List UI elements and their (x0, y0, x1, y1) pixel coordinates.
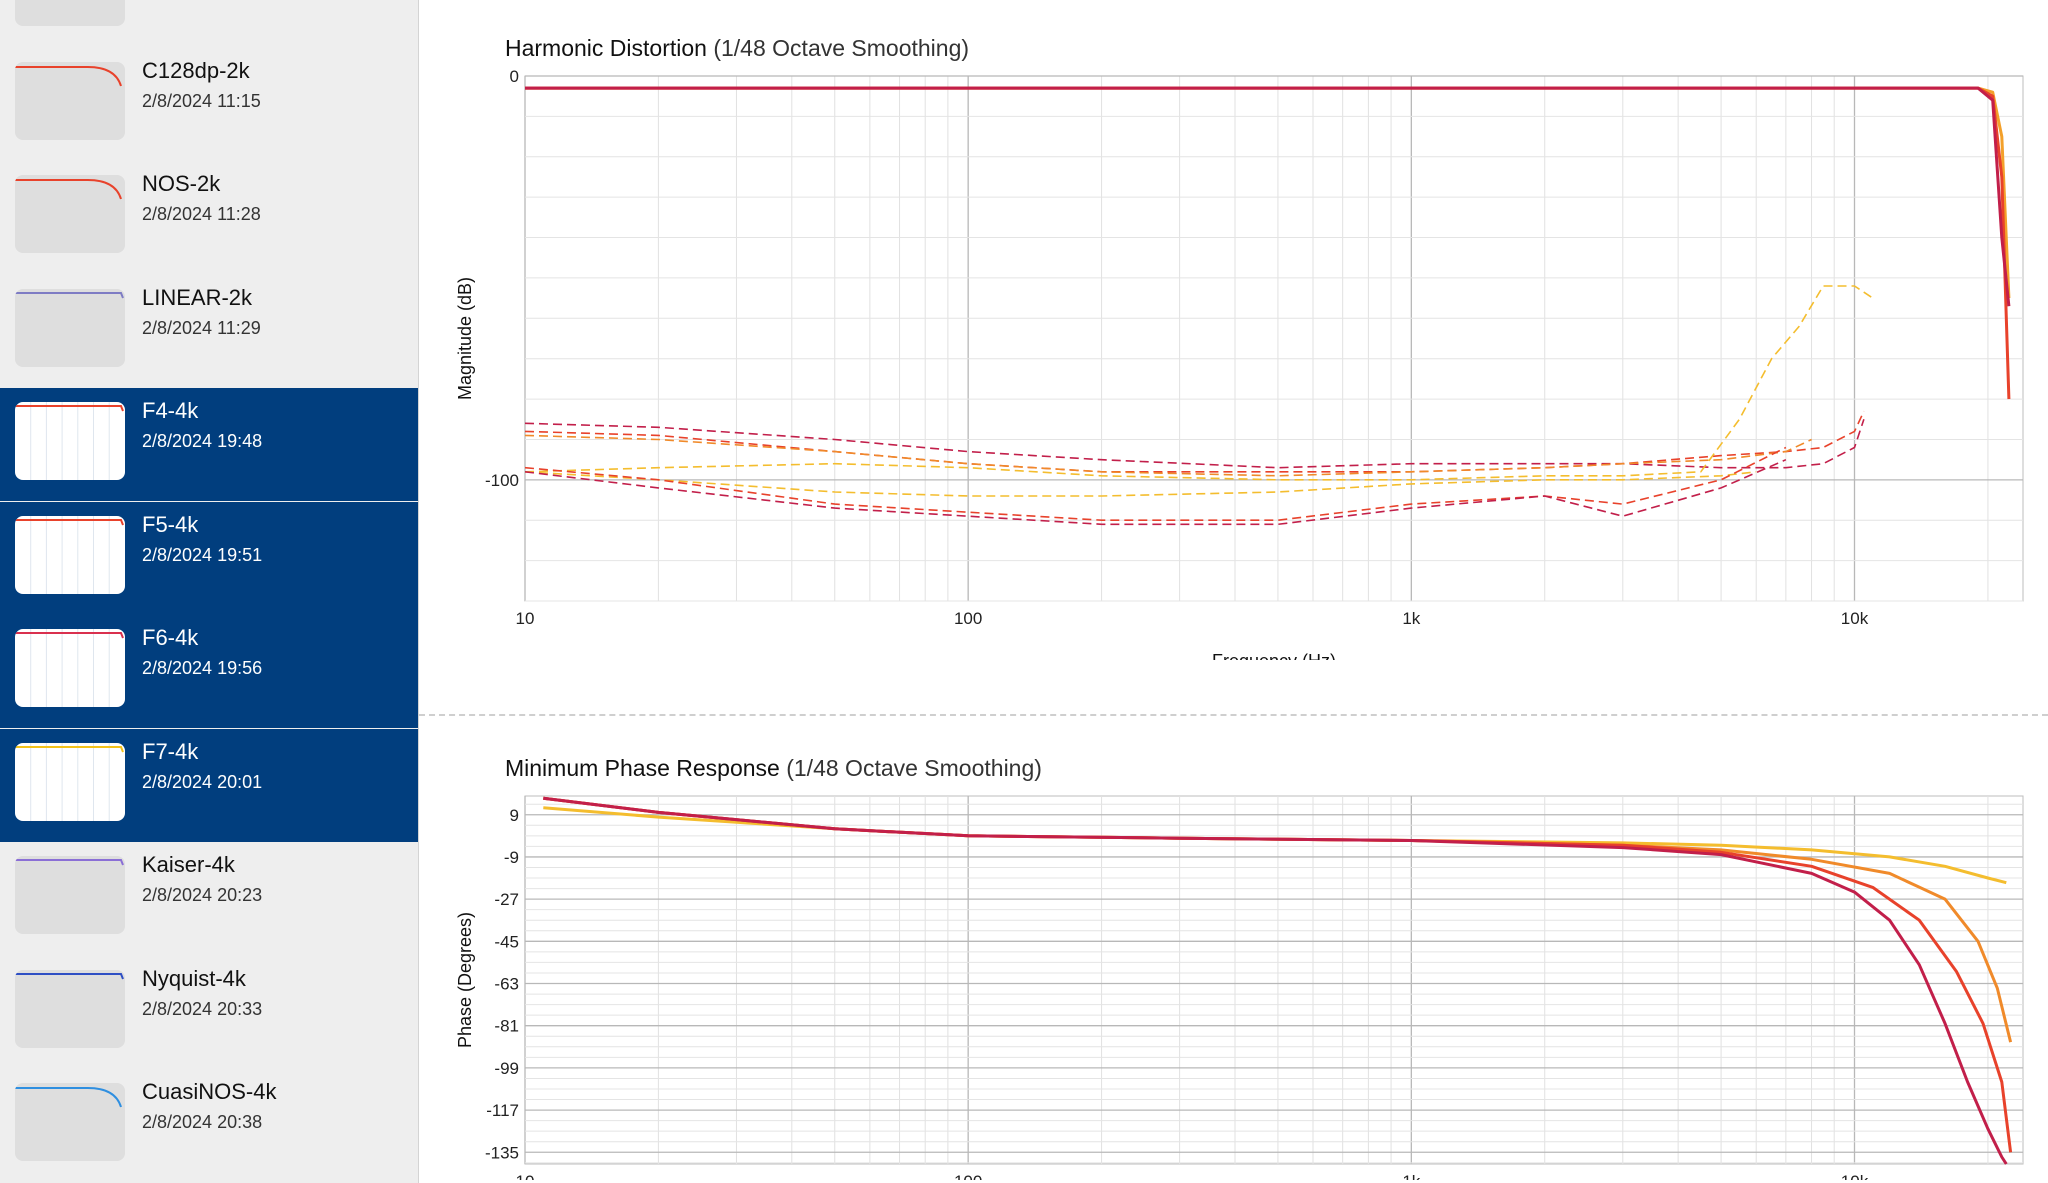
harmonic-series-line-9 (525, 458, 1787, 526)
x-tick-label: 10k (1841, 609, 1869, 628)
session-thumbnail (15, 0, 125, 26)
plot-frame (524, 75, 2024, 602)
session-date: 2/8/2024 11:15 (142, 90, 261, 111)
session-date: 2/8/2024 19:56 (142, 658, 263, 678)
x-tick-label: 100 (954, 609, 982, 628)
y-tick-label: -117 (486, 1101, 519, 1120)
y-axis-label: Phase (Degrees) (455, 912, 475, 1048)
session-date: 2/8/2024 20:33 (142, 998, 263, 1019)
y-tick-label: -45 (494, 932, 519, 951)
thumbnail-curve-icon (15, 1086, 122, 1108)
session-item[interactable]: NOS-2k 2/8/2024 11:28 (0, 161, 418, 274)
x-tick-label: 1k (1402, 1172, 1420, 1180)
thumbnail-curve-icon (15, 402, 124, 480)
session-thumbnail (15, 1083, 125, 1161)
phase-title-smoothing: (1/48 Octave Smoothing) (786, 755, 1042, 781)
series-group (525, 86, 2011, 526)
session-thumbnail (15, 402, 125, 480)
y-tick-label: -135 (485, 1143, 519, 1162)
x-tick-label: 10k (1841, 1172, 1869, 1180)
y-tick-label: -27 (494, 890, 519, 909)
session-item[interactable]: Kaiser-4k 2/8/2024 20:23 (0, 842, 418, 955)
chart-area: Harmonic Distortion (1/48 Octave Smoothi… (419, 0, 2048, 1183)
x-tick-label: 10 (516, 1172, 535, 1180)
y-tick-label: -9 (504, 848, 519, 867)
phase-chart-title: Minimum Phase Response (1/48 Octave Smoo… (505, 755, 1042, 782)
y-tick-label: -99 (494, 1059, 519, 1078)
session-item[interactable]: LINEAR-2k 2/8/2024 11:29 (0, 275, 418, 388)
session-date: 2/8/2024 19:48 (142, 431, 263, 451)
y-tick-label: -63 (494, 975, 519, 994)
thumbnail-curve-icon (15, 0, 125, 26)
session-thumbnail (15, 175, 125, 253)
session-name: F6-4k (142, 625, 199, 650)
session-name: F7-4k (142, 738, 199, 764)
session-date: 2/8/2024 11:28 (142, 204, 261, 224)
session-thumbnail (15, 856, 125, 934)
series-group (543, 796, 2013, 1165)
thumbnail-curve-icon (15, 859, 124, 866)
distortion-title-smoothing: (1/48 Octave Smoothing) (713, 35, 970, 61)
session-item[interactable]: C128dp-2k 2/8/2024 11:15 (0, 48, 418, 161)
x-tick-label: 100 (954, 1172, 982, 1180)
y-tick-label: -81 (494, 1017, 519, 1036)
session-name: CuasiNOS-4k (142, 1079, 277, 1104)
thumbnail-curve-icon (15, 178, 122, 200)
session-item[interactable]: CuasiNOS-4k 2/8/2024 20:38 (0, 1069, 418, 1182)
harmonic-series-line-5 (525, 434, 1812, 477)
thumbnail-curve-icon (15, 515, 124, 594)
session-item[interactable]: F5-4k 2/8/2024 19:51 (0, 501, 418, 615)
chart-divider (419, 714, 2048, 716)
session-name: Kaiser-4k (142, 852, 235, 877)
session-name: C128dp-2k (142, 57, 250, 83)
y-tick-label: -100 (485, 471, 519, 490)
session-item[interactable]: F7-4k 2/8/2024 20:01 (0, 728, 418, 842)
thumbnail-curve-icon (15, 972, 124, 979)
session-date: 2/8/2024 20:38 (142, 1112, 263, 1132)
x-axis-label: Frequency (Hz) (1212, 651, 1336, 660)
session-item[interactable]: F6-4k 2/8/2024 19:56 (0, 615, 418, 728)
x-tick-label: 10 (516, 609, 535, 628)
harmonic-series-line-6 (525, 285, 1874, 481)
session-name: LINEAR-2k (142, 284, 253, 310)
session-name: F4-4k (142, 398, 199, 423)
session-item[interactable]: F4-4k 2/8/2024 19:48 (0, 388, 418, 501)
thumbnail-curve-icon (15, 291, 124, 298)
session-thumbnail (15, 288, 125, 367)
session-name: F5-4k (142, 511, 199, 537)
thumbnail-curve-icon (15, 742, 124, 821)
minimum-phase-chart[interactable]: 10 100 1k 10k 9 -9 -27 -45 -63 -81 -99 -117 -135 Phas… (419, 780, 2048, 1180)
session-name: NOS-2k (142, 171, 221, 196)
session-date: 2/8/2024 11:29 (142, 317, 261, 338)
y-tick-label: 9 (510, 806, 519, 825)
session-name: Nyquist-4k (142, 965, 246, 991)
session-thumbnail (15, 742, 125, 821)
harmonic-distortion-chart[interactable]: 10 100 1k 10k 0 -100 Frequency (Hz) Magnitude (… (419, 60, 2048, 660)
session-date: 2/8/2024 20:23 (142, 885, 263, 905)
series-line-3 (543, 796, 2008, 1165)
session-item[interactable]: 10-EQHQ-2K31/7/2024 13:42 (0, 0, 418, 47)
harmonic-series-line-3 (525, 419, 1865, 469)
x-tick-label: 1k (1402, 609, 1420, 628)
thumbnail-curve-icon (15, 65, 122, 86)
series-line-2 (525, 86, 2011, 307)
plot-frame (524, 795, 2024, 1165)
session-item[interactable]: Nyquist-4k 2/8/2024 20:33 (0, 956, 418, 1069)
thumbnail-curve-icon (15, 629, 124, 707)
distortion-title-text: Harmonic Distortion (505, 35, 707, 61)
harmonic-series-line-8 (525, 446, 1787, 522)
session-thumbnail (15, 629, 125, 707)
phase-title-text: Minimum Phase Response (505, 755, 780, 781)
distortion-chart-title: Harmonic Distortion (1/48 Octave Smoothi… (505, 35, 969, 62)
session-thumbnail (15, 61, 125, 140)
y-axis-label: Magnitude (dB) (455, 277, 475, 400)
session-list: 10-EQHQ-2K31/7/2024 13:42 C128dp-2k 2/8/20… (0, 0, 419, 1183)
session-date: 2/8/2024 19:51 (142, 544, 263, 565)
session-date: 2/8/2024 20:01 (142, 771, 263, 792)
session-thumbnail (15, 515, 125, 594)
y-tick-label: 0 (510, 67, 519, 86)
session-thumbnail (15, 969, 125, 1048)
